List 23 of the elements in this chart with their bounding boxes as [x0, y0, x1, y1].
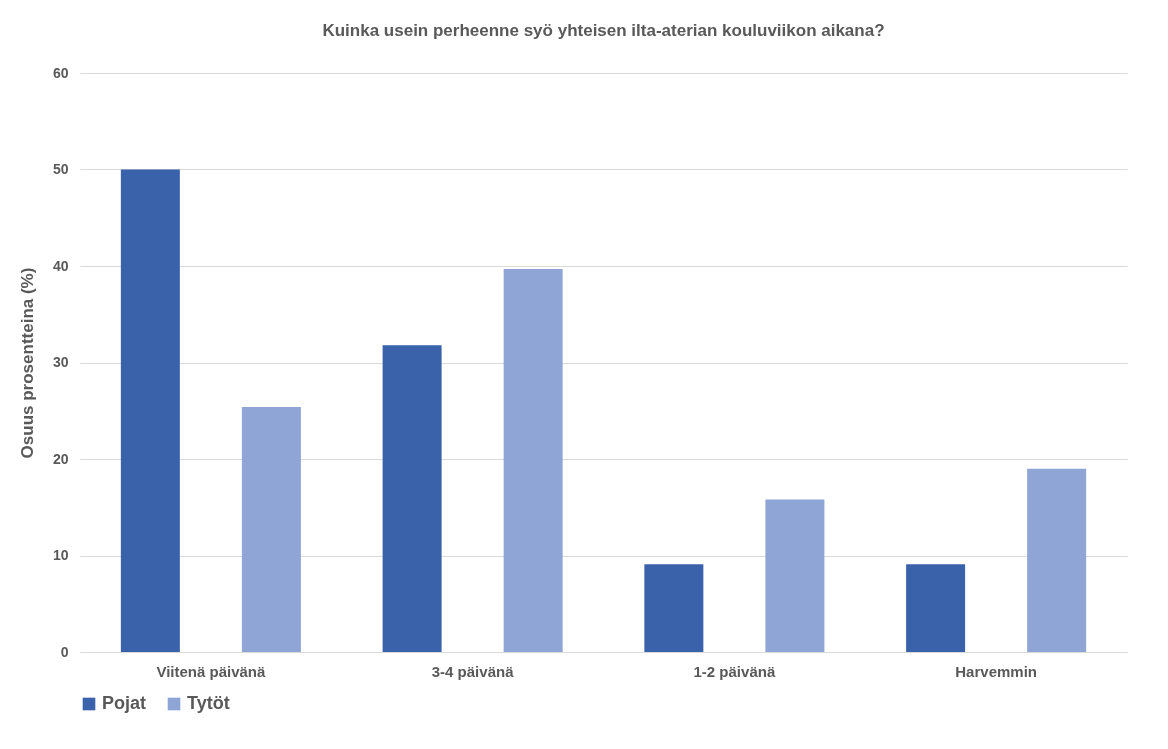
y-tick-label: 40: [52, 257, 69, 274]
bar: [120, 169, 180, 652]
bar: [241, 406, 301, 652]
bar: [906, 564, 966, 652]
y-axis-title: Osuus prosentteina (%): [17, 267, 37, 459]
y-tick-label: 20: [52, 450, 69, 467]
x-tick-label: Harvemmin: [955, 662, 1037, 680]
legend-label: Pojat: [102, 693, 147, 713]
bar: [765, 499, 825, 652]
bar: [503, 268, 563, 652]
y-tick-label: 0: [60, 643, 69, 660]
chart-title: Kuinka usein perheenne syö yhteisen ilta-aterian kouluviikon aikana?: [322, 21, 885, 40]
x-tick-label: 1-2 päivänä: [693, 662, 776, 680]
x-tick-label: 3-4 päivänä: [431, 662, 515, 680]
bar: [382, 345, 442, 652]
y-tick-label: 60: [52, 64, 69, 81]
bar: [1027, 468, 1087, 652]
y-tick-label: 30: [52, 354, 69, 370]
y-tick-label: 50: [52, 161, 69, 177]
bar: [644, 564, 704, 652]
x-tick-label: Viitenä päivänä: [156, 662, 266, 680]
y-tick-label: 10: [52, 547, 69, 563]
legend-label: Tytöt: [187, 693, 230, 713]
